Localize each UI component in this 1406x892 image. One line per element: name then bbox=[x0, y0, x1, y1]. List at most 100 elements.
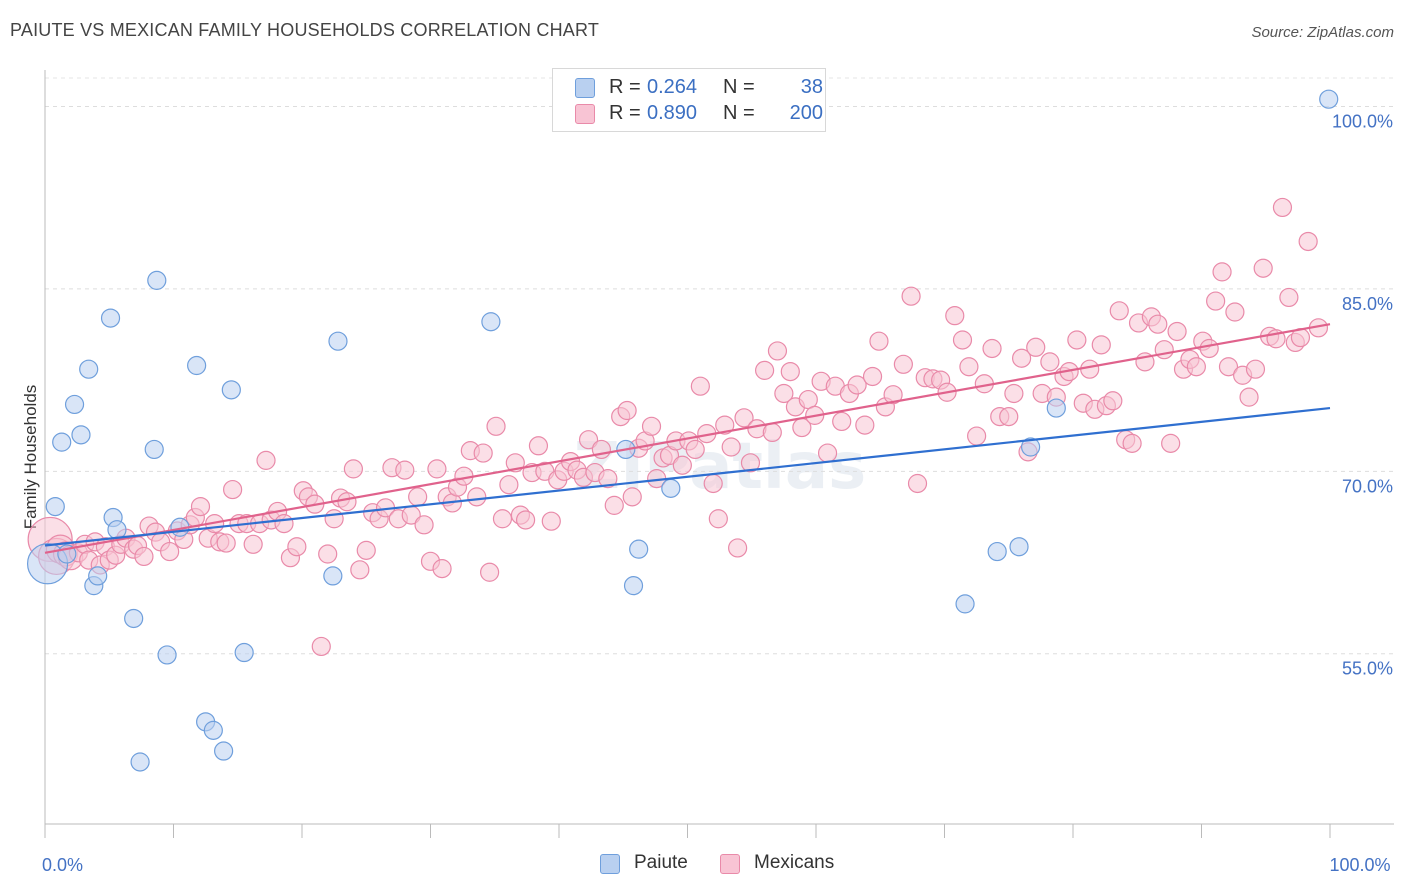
mexicans-point bbox=[862, 366, 883, 387]
mexicans-point bbox=[945, 306, 965, 326]
mexicans-point bbox=[473, 443, 493, 463]
paiute-point bbox=[100, 308, 121, 328]
mexicans-point bbox=[754, 360, 775, 380]
mexicans-point bbox=[847, 375, 867, 395]
y-axis-title: Family Households bbox=[21, 385, 40, 530]
mexicans-point bbox=[1091, 335, 1111, 355]
paiute-point bbox=[623, 576, 644, 596]
paiute-point bbox=[1009, 537, 1029, 557]
mexicans-trend-line bbox=[44, 323, 1331, 554]
mexicans-point bbox=[774, 383, 794, 404]
mexicans-point bbox=[721, 437, 741, 457]
mexicans-n-label: N = bbox=[723, 102, 755, 124]
mexicans-point bbox=[1161, 433, 1181, 453]
mexicans-point bbox=[1040, 352, 1060, 372]
mexicans-point bbox=[499, 475, 519, 495]
mexicans-n-value: 200 bbox=[789, 102, 823, 124]
paiute-r-value: 0.264 bbox=[647, 76, 698, 98]
mexicans-point bbox=[1122, 433, 1142, 453]
chart-title: PAIUTE VS MEXICAN FAMILY HOUSEHOLDS CORR… bbox=[10, 20, 600, 40]
mexicans-legend-label: Mexicans bbox=[754, 852, 835, 873]
mexicans-point bbox=[1225, 302, 1245, 322]
mexicans-point bbox=[685, 439, 705, 460]
mexicans-point bbox=[1154, 340, 1174, 360]
mexicans-point bbox=[952, 330, 973, 350]
paiute-point bbox=[64, 394, 85, 415]
mexicans-point bbox=[617, 400, 637, 421]
mexicans-point bbox=[901, 286, 921, 306]
mexicans-point bbox=[1206, 291, 1226, 311]
mexicans-point bbox=[160, 541, 180, 562]
mexicans-point bbox=[343, 459, 363, 479]
mexicans-point bbox=[1279, 287, 1299, 308]
mexicans-point bbox=[1109, 301, 1129, 321]
x-tick-label: 100.0% bbox=[1329, 855, 1390, 875]
y-tick-label: 70.0% bbox=[1342, 476, 1393, 496]
mexicans-point bbox=[1080, 359, 1100, 379]
mexicans-point bbox=[1148, 314, 1168, 334]
mexicans-point bbox=[356, 540, 376, 560]
mexicans-point bbox=[893, 354, 913, 374]
mexicans-point bbox=[190, 496, 211, 517]
y-tick-label: 85.0% bbox=[1342, 294, 1393, 314]
paiute-point bbox=[147, 270, 167, 290]
mexicans-point bbox=[982, 338, 1002, 359]
mexicans-point bbox=[780, 362, 800, 382]
stats-legend: R = 0.264 N = 38 R = 0.890 N = 200 bbox=[552, 68, 826, 132]
mexicans-point bbox=[318, 544, 338, 564]
mexicans-point bbox=[541, 511, 561, 531]
mexicans-point bbox=[869, 331, 889, 351]
mexicans-r-value: 0.890 bbox=[647, 102, 698, 124]
mexicans-point bbox=[734, 408, 754, 428]
paiute-point bbox=[1319, 89, 1339, 109]
mexicans-point bbox=[672, 455, 692, 475]
mexicans-point bbox=[817, 443, 838, 463]
mexicans-point bbox=[414, 515, 434, 535]
mexicans-point bbox=[1167, 321, 1187, 342]
paiute-n-label: N = bbox=[723, 76, 755, 98]
mexicans-point bbox=[641, 416, 662, 436]
mexicans-point bbox=[883, 385, 903, 405]
paiute-point bbox=[52, 432, 72, 452]
mexicans-point bbox=[467, 487, 487, 507]
mexicans-point bbox=[715, 415, 735, 435]
mexicans-point bbox=[855, 415, 875, 435]
mexicans-point bbox=[598, 469, 618, 489]
source-label: Source: ZipAtlas.com bbox=[1251, 24, 1394, 41]
mexicans-point bbox=[604, 495, 624, 515]
mexicans-point bbox=[528, 436, 549, 456]
mexicans-r-label: R = bbox=[609, 102, 641, 124]
mexicans-point bbox=[1245, 359, 1266, 379]
paiute-point bbox=[328, 331, 348, 351]
mexicans-point bbox=[1212, 262, 1232, 282]
x-tick-label: 0.0% bbox=[42, 855, 83, 875]
mexicans-point bbox=[703, 473, 723, 494]
paiute-r-label: R = bbox=[609, 76, 641, 98]
paiute-point bbox=[955, 594, 975, 614]
paiute-point bbox=[124, 608, 144, 629]
mexicans-point bbox=[1199, 338, 1219, 359]
mexicans-point bbox=[1218, 357, 1239, 377]
mexicans-point bbox=[350, 560, 370, 580]
paiute-point bbox=[144, 439, 164, 460]
mexicans-swatch bbox=[575, 104, 595, 124]
mexicans-point bbox=[243, 534, 263, 554]
mexicans-point bbox=[1298, 231, 1318, 252]
mexicans-point bbox=[578, 430, 599, 450]
paiute-point bbox=[203, 720, 223, 740]
mexicans-point bbox=[427, 459, 447, 479]
paiute-point bbox=[987, 541, 1007, 562]
mexicans-point bbox=[1253, 258, 1273, 278]
mexicans-point bbox=[907, 473, 928, 494]
paiute-point bbox=[629, 539, 649, 559]
paiute-swatch bbox=[575, 78, 595, 98]
mexicans-point bbox=[515, 510, 536, 530]
mexicans-point bbox=[959, 357, 979, 377]
watermark: ZIPatlas bbox=[574, 430, 866, 504]
paiute-point bbox=[88, 566, 108, 586]
paiute-legend-label: Paiute bbox=[634, 852, 688, 873]
paiute-n-value: 38 bbox=[800, 76, 823, 98]
mexicans-point bbox=[832, 411, 852, 432]
mexicans-point bbox=[690, 376, 710, 396]
mexicans-point bbox=[728, 538, 748, 558]
